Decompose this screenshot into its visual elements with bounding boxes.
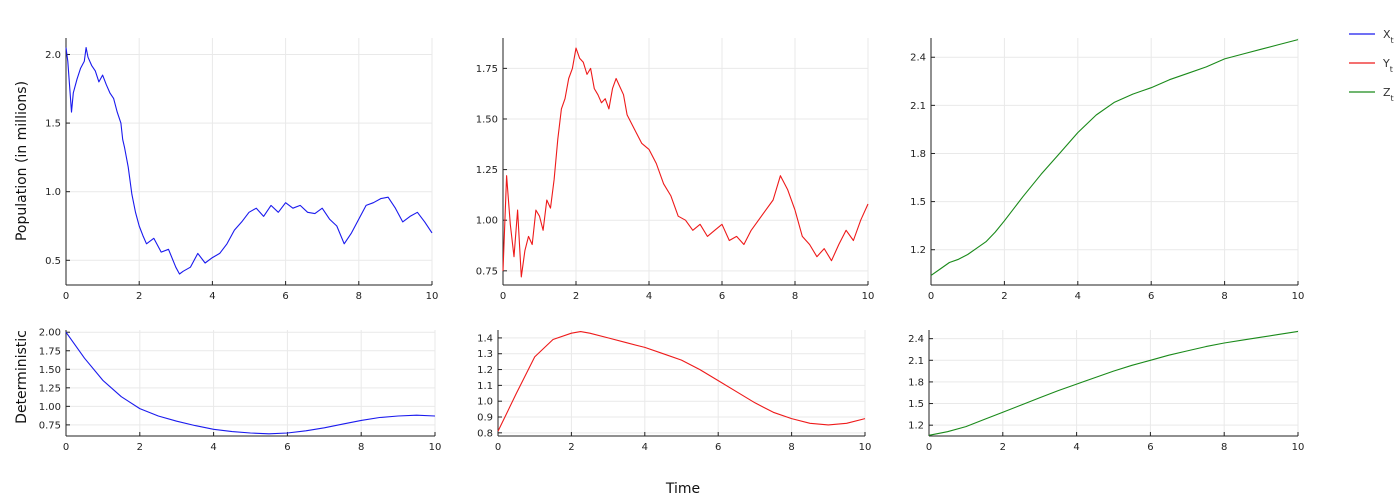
legend-label-subscript: t [1391, 36, 1394, 45]
legend-item: Xt [1349, 28, 1394, 45]
series-line-stochastic-y [502, 47, 869, 278]
x-tick-label: 8 [788, 442, 794, 453]
y-tick-label: 0.75 [476, 266, 498, 277]
y-tick-label: 1.4 [477, 333, 493, 344]
series-line-deterministic-y [497, 331, 866, 432]
y-axis-title-bottom: Deterministic [14, 330, 30, 424]
legend: Xt Yt Zt [1349, 28, 1394, 103]
y-tick-label: 1.2 [477, 365, 493, 376]
y-tick-label: 1.0 [477, 397, 493, 408]
x-tick-label: 0 [500, 291, 506, 302]
y-tick-label: 1.00 [39, 402, 61, 413]
y-tick-label: 1.25 [39, 383, 61, 394]
x-tick-label: 4 [642, 442, 648, 453]
y-tick-label: 1.25 [476, 165, 498, 176]
x-tick-label: 6 [1148, 291, 1154, 302]
x-tick-label: 8 [1221, 442, 1227, 453]
y-tick-label: 1.50 [476, 114, 498, 125]
y-tick-label: 2.1 [910, 101, 926, 112]
y-tick-label: 2.4 [908, 334, 924, 345]
y-tick-label: 1.2 [908, 421, 924, 432]
x-tick-label: 4 [1073, 442, 1079, 453]
y-tick-label: 0.75 [39, 420, 61, 431]
y-tick-label: 1.75 [476, 64, 498, 75]
x-tick-label: 6 [282, 291, 288, 302]
y-tick-label: 2.00 [39, 328, 61, 339]
y-tick-label: 2.1 [908, 356, 924, 367]
y-tick-label: 0.8 [477, 428, 493, 439]
y-tick-label: 1.3 [477, 349, 493, 360]
x-tick-label: 4 [646, 291, 652, 302]
x-tick-label: 2 [1001, 291, 1007, 302]
x-tick-label: 0 [63, 442, 69, 453]
x-tick-label: 10 [426, 291, 439, 302]
y-tick-label: 1.8 [910, 149, 926, 160]
x-tick-label: 4 [209, 291, 215, 302]
y-tick-label: 2.4 [910, 53, 926, 64]
panel-stochastic-z: 0 2 4 6 8 10 1.2 1.5 1.8 2.1 2.4 [910, 38, 1304, 302]
y-tick-label: 1.5 [910, 197, 926, 208]
x-tick-label: 6 [719, 291, 725, 302]
legend-item: Yt [1349, 57, 1393, 74]
series-line-stochastic-z [930, 39, 1299, 276]
legend-label: Xt [1383, 28, 1394, 45]
x-tick-label: 10 [429, 442, 442, 453]
x-tick-label: 0 [495, 442, 501, 453]
x-tick-label: 8 [792, 291, 798, 302]
legend-label: Zt [1383, 86, 1394, 103]
y-tick-label: 1.1 [477, 381, 493, 392]
x-tick-label: 10 [1292, 291, 1305, 302]
legend-item: Zt [1349, 86, 1394, 103]
x-tick-label: 6 [1147, 442, 1153, 453]
x-tick-label: 6 [284, 442, 290, 453]
panel-stochastic-y: 0 2 4 6 8 10 0.75 1.00 1.25 1.50 1.75 [476, 38, 875, 302]
series-line-deterministic-z [928, 330, 1299, 436]
x-tick-label: 2 [1000, 442, 1006, 453]
y-tick-label: 1.5 [45, 119, 61, 130]
x-tick-label: 10 [1292, 442, 1305, 453]
y-tick-label: 1.0 [45, 187, 61, 198]
y-tick-label: 1.5 [908, 399, 924, 410]
x-tick-label: 0 [928, 291, 934, 302]
y-tick-label: 1.2 [910, 245, 926, 256]
x-tick-label: 4 [210, 442, 216, 453]
panel-deterministic-y: 0 2 4 6 8 10 0.8 0.9 1.0 1.1 1.2 1.3 1.4 [477, 330, 871, 453]
x-tick-label: 4 [1075, 291, 1081, 302]
legend-label-subscript: t [1391, 94, 1394, 103]
x-tick-label: 6 [715, 442, 721, 453]
y-tick-label: 2.0 [45, 50, 61, 61]
panel-stochastic-x: 0 2 4 6 8 10 0.5 1.0 1.5 2.0 [45, 38, 438, 302]
x-axis-title: Time [665, 481, 700, 497]
y-tick-label: 1.00 [476, 216, 498, 227]
panel-deterministic-x: 0 2 4 6 8 10 0.75 1.00 1.25 1.50 1.75 2.00 [39, 328, 442, 453]
x-tick-label: 2 [573, 291, 579, 302]
x-tick-label: 0 [926, 442, 932, 453]
legend-label-subscript: t [1390, 65, 1393, 74]
series-line-deterministic-x [65, 331, 436, 435]
y-tick-label: 0.5 [45, 256, 61, 267]
x-tick-label: 2 [137, 442, 143, 453]
panel-deterministic-z: 0 2 4 6 8 10 1.2 1.5 1.8 2.1 2.4 [908, 330, 1304, 453]
y-tick-label: 1.50 [39, 365, 61, 376]
x-tick-label: 2 [568, 442, 574, 453]
y-tick-label: 1.75 [39, 346, 61, 357]
legend-label: Yt [1382, 57, 1393, 74]
x-tick-label: 10 [859, 442, 872, 453]
y-tick-label: 1.8 [908, 377, 924, 388]
x-tick-label: 10 [862, 291, 875, 302]
x-tick-label: 2 [136, 291, 142, 302]
y-axis-title-top: Population (in millions) [14, 81, 30, 241]
x-tick-label: 8 [356, 291, 362, 302]
y-tick-label: 0.9 [477, 413, 493, 424]
panels: 0 2 4 6 8 100.51.01.52.00 2 4 6 8 100.751.001.251.… [39, 38, 1304, 453]
x-tick-label: 8 [1221, 291, 1227, 302]
series-line-stochastic-x [65, 47, 433, 275]
x-tick-label: 8 [358, 442, 364, 453]
x-tick-label: 0 [63, 291, 69, 302]
